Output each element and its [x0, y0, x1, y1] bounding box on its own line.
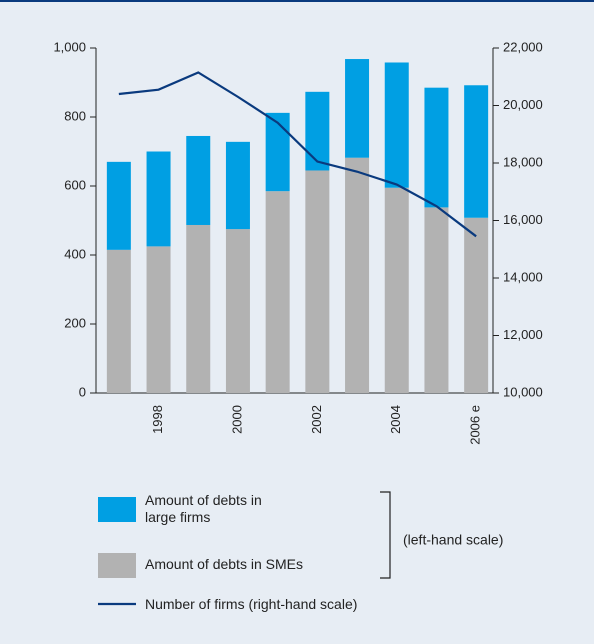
y2-tick-label: 18,000	[503, 154, 543, 169]
y-tick-label: 600	[64, 177, 86, 192]
bar-segment	[384, 187, 409, 393]
bar-segment	[186, 135, 211, 225]
legend-bracket	[380, 491, 391, 579]
x-tick-label: 2006 e	[468, 405, 483, 445]
bar-segment	[305, 170, 330, 393]
bar-segment	[384, 62, 409, 188]
bar-segment	[146, 246, 171, 393]
top-rule	[0, 0, 594, 2]
bar-segment	[106, 161, 131, 250]
bar-segment	[106, 249, 131, 393]
legend-swatch	[98, 497, 136, 522]
y-tick-label: 1,000	[53, 39, 86, 54]
y-tick-label: 800	[64, 108, 86, 123]
y2-tick-label: 20,000	[503, 97, 543, 112]
y2-tick-label: 14,000	[503, 269, 543, 284]
bar-segment	[265, 112, 290, 192]
bar-segment	[186, 224, 211, 393]
bar-segment	[225, 229, 250, 393]
y-tick-label: 0	[79, 384, 86, 399]
bar-segment	[464, 217, 489, 393]
y2-tick-label: 10,000	[503, 384, 543, 399]
legend-label: Amount of debts in large firms	[145, 492, 262, 525]
bar-segment	[345, 59, 370, 158]
bar-segment	[265, 191, 290, 393]
bar-segment	[424, 207, 449, 393]
line-series	[118, 71, 477, 238]
bar-segment	[225, 141, 250, 230]
bar-segment	[146, 151, 171, 247]
bar-segment	[464, 85, 489, 218]
x-tick-label: 2000	[229, 405, 244, 434]
x-tick-label: 2002	[309, 405, 324, 434]
x-tick-label: 2004	[388, 405, 403, 434]
legend-swatch	[98, 553, 136, 578]
bar-segment	[305, 91, 330, 171]
legend-label: Amount of debts in SMEs	[145, 556, 303, 572]
x-tick-label: 1998	[150, 405, 165, 434]
bar-segment	[345, 157, 370, 393]
y2-tick-label: 12,000	[503, 327, 543, 342]
y2-tick-label: 22,000	[503, 39, 543, 54]
y2-tick-label: 16,000	[503, 212, 543, 227]
legend-label: Number of firms (right-hand scale)	[145, 596, 358, 612]
annotation: (left-hand scale)	[403, 532, 503, 548]
y-tick-label: 400	[64, 246, 86, 261]
y-tick-label: 200	[64, 315, 86, 330]
bar-segment	[424, 87, 449, 208]
